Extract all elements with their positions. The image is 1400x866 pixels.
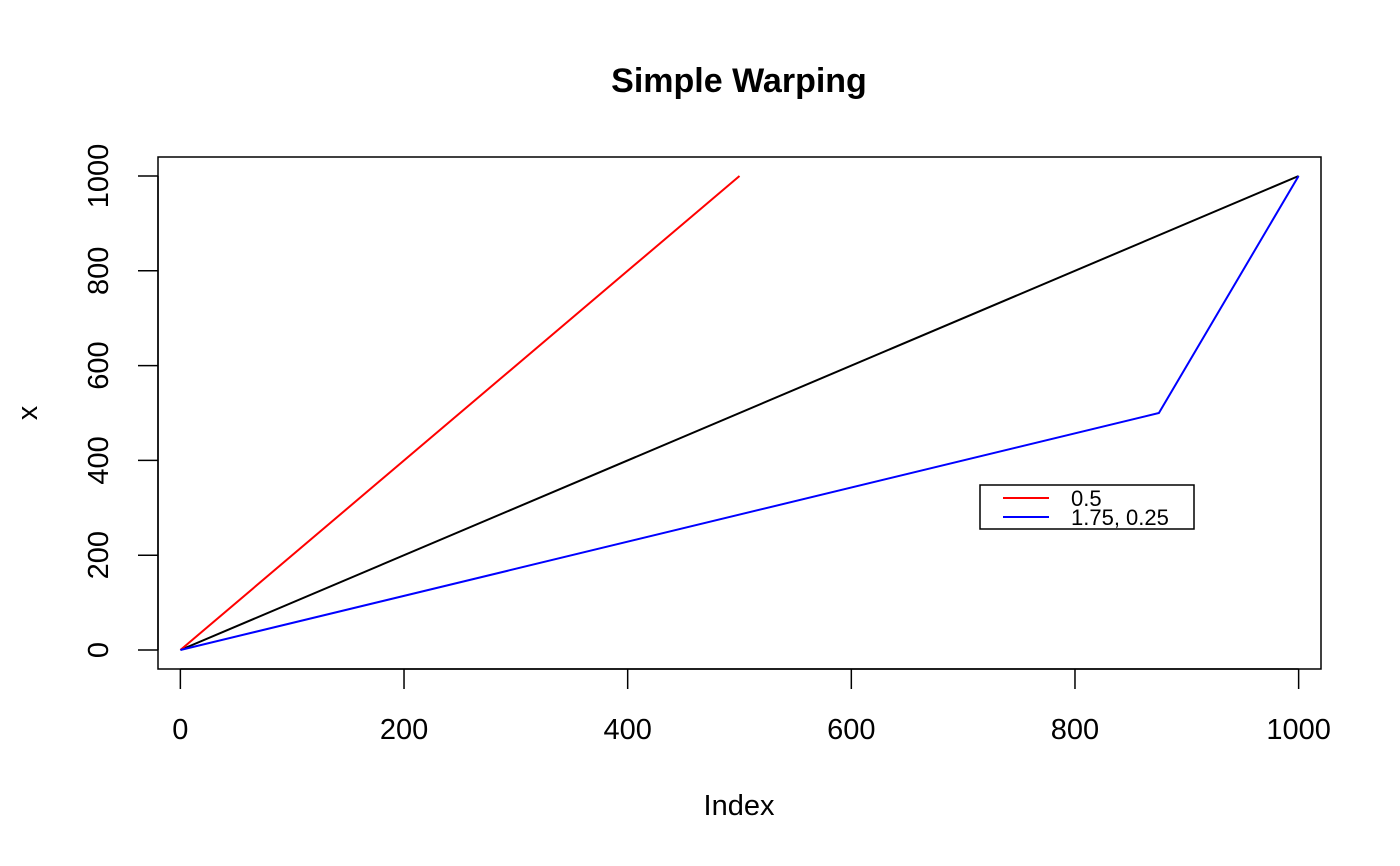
legend: 0.51.75, 0.25 xyxy=(979,484,1195,530)
y-tick-label: 600 xyxy=(83,341,115,389)
series-line-0 xyxy=(180,175,1299,651)
x-tick-label: 1000 xyxy=(1266,714,1331,746)
series-layer xyxy=(179,175,1300,651)
legend-label: 0.5 xyxy=(1071,486,1102,511)
y-tick-label: 800 xyxy=(83,247,115,295)
x-tick-label: 600 xyxy=(827,714,875,746)
y-axis: 0 200 400 600 800 1000 xyxy=(83,144,159,658)
series-line-1 xyxy=(179,175,741,651)
x-axis: 0 200 400 600 800 1000 xyxy=(172,668,1331,746)
x-tick-label: 800 xyxy=(1051,714,1099,746)
legend-items: 0.51.75, 0.25 xyxy=(1003,486,1169,530)
y-tick-label: 0 xyxy=(83,642,115,658)
x-axis-label: Index xyxy=(704,790,775,822)
chart-title: Simple Warping xyxy=(611,62,867,100)
series-line-2 xyxy=(180,175,1300,651)
legend-label: 1.75, 0.25 xyxy=(1071,505,1169,530)
x-tick-label: 0 xyxy=(172,714,188,746)
y-tick-label: 400 xyxy=(83,436,115,484)
legend-box xyxy=(979,484,1195,530)
x-tick-label: 200 xyxy=(380,714,428,746)
y-tick-label: 1000 xyxy=(83,144,115,209)
x-tick-label: 400 xyxy=(603,714,651,746)
y-axis-label: x xyxy=(12,405,44,420)
y-tick-label: 200 xyxy=(83,531,115,579)
